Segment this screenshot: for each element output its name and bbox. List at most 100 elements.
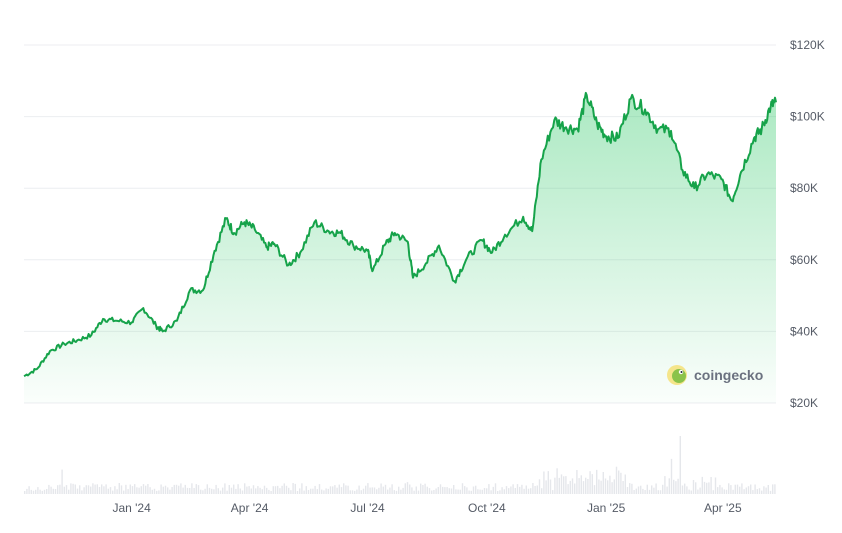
volume-bar — [356, 489, 358, 494]
volume-bar — [235, 488, 237, 494]
volume-bar — [208, 487, 211, 494]
volume-bar — [653, 487, 655, 494]
volume-bar — [712, 490, 714, 494]
volume-bar — [259, 487, 261, 494]
volume-bar — [411, 487, 413, 494]
volume-bar — [615, 466, 618, 494]
volume-bar — [466, 487, 468, 494]
volume-bar — [642, 488, 644, 494]
volume-bar — [101, 484, 103, 494]
volume-bar — [424, 483, 426, 494]
volume-bar — [433, 490, 435, 494]
volume-bar — [719, 484, 721, 494]
volume-bar — [338, 484, 340, 494]
volume-bars — [24, 436, 776, 494]
volume-bar — [268, 489, 270, 494]
volume-bar — [378, 487, 380, 494]
volume-bar — [61, 469, 63, 494]
volume-bar — [158, 490, 160, 494]
volume-bar — [413, 490, 415, 494]
coingecko-watermark: coingecko — [667, 365, 763, 385]
volume-bar — [182, 487, 184, 494]
volume-bar — [250, 488, 252, 494]
volume-bar — [453, 485, 455, 494]
volume-bar — [116, 489, 118, 494]
volume-bar — [52, 488, 54, 494]
volume-bar — [83, 487, 85, 494]
volume-bar — [120, 485, 123, 494]
volume-bar — [142, 484, 145, 494]
volume-bar — [569, 480, 571, 494]
volume-bar — [732, 489, 734, 494]
y-tick-label: $120K — [790, 38, 825, 52]
volume-bar — [283, 483, 285, 494]
volume-bar — [673, 479, 675, 494]
volume-bar — [63, 486, 65, 494]
y-tick-label: $40K — [790, 324, 818, 338]
volume-bar — [426, 486, 428, 494]
volume-bar — [604, 478, 607, 494]
volume-bar — [750, 484, 752, 494]
volume-bar — [156, 490, 158, 494]
volume-bar — [389, 487, 391, 494]
volume-bar — [81, 490, 83, 494]
volume-bar — [611, 482, 613, 494]
volume-bar — [439, 484, 442, 494]
volume-bar — [422, 485, 424, 494]
volume-bar — [131, 486, 134, 494]
x-tick-label: Jul '24 — [350, 501, 385, 515]
volume-bar — [607, 480, 609, 494]
volume-bar — [651, 485, 653, 494]
volume-bar — [35, 489, 37, 494]
volume-bar — [758, 488, 761, 494]
volume-bar — [32, 490, 35, 494]
volume-bar — [329, 486, 332, 494]
volume-bar — [488, 484, 490, 494]
volume-bar — [118, 483, 120, 494]
x-tick-label: Jan '25 — [587, 501, 626, 515]
x-tick-label: Apr '24 — [231, 501, 269, 515]
volume-bar — [65, 485, 68, 494]
volume-bar — [648, 489, 651, 494]
volume-bar — [26, 488, 28, 494]
volume-bar — [343, 483, 345, 494]
volume-bar — [455, 489, 457, 494]
volume-bar — [545, 480, 547, 494]
price-line — [23, 91, 777, 378]
price-area — [24, 92, 776, 404]
volume-bar — [323, 490, 325, 494]
volume-bar — [186, 487, 189, 494]
volume-bar — [151, 489, 153, 494]
volume-bar — [272, 486, 274, 494]
volume-bar — [657, 490, 659, 494]
volume-bar — [217, 488, 219, 494]
volume-bar — [261, 489, 263, 494]
volume-bar — [635, 488, 637, 494]
volume-bar — [481, 489, 483, 494]
volume-bar — [257, 486, 259, 494]
volume-bar — [686, 486, 688, 494]
volume-bar — [600, 480, 602, 494]
volume-bar — [140, 486, 142, 494]
volume-bar — [549, 479, 552, 494]
volume-bar — [730, 485, 732, 494]
volume-bar — [191, 483, 193, 494]
volume-bar — [105, 484, 107, 494]
volume-bar — [492, 486, 494, 494]
volume-bar — [96, 484, 98, 494]
volume-bar — [754, 484, 756, 494]
volume-bar — [266, 487, 268, 494]
volume-bar — [193, 488, 195, 494]
volume-bar — [43, 489, 46, 494]
volume-bar — [134, 484, 136, 494]
volume-bar — [307, 490, 310, 494]
volume-bar — [263, 485, 266, 494]
volume-bar — [563, 476, 565, 494]
x-axis: Jan '24 Apr '24 Jul '24 Oct '24 Jan '25 Apr '… — [112, 501, 742, 515]
volume-bar — [523, 488, 525, 494]
volume-bar — [448, 488, 450, 494]
volume-bar — [497, 491, 499, 494]
volume-bar — [587, 479, 589, 494]
volume-bar — [57, 485, 59, 494]
volume-bar — [252, 485, 255, 494]
